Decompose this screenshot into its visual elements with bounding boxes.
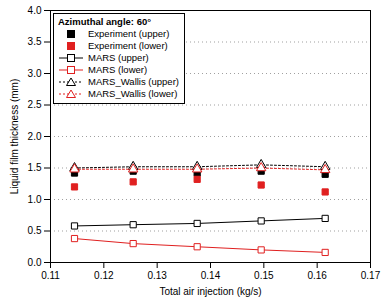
html-text:Azimuthal angle: 60°: Azimuthal angle: 60°: [58, 16, 151, 27]
svg-text:0.16: 0.16: [307, 270, 327, 281]
svg-text:3.5: 3.5: [28, 36, 42, 47]
html-text:Experiment (lower): Experiment (lower): [88, 40, 168, 51]
html-text:MARS_Wallis (upper): MARS_Wallis (upper): [88, 76, 179, 87]
svg-text:0.17: 0.17: [361, 270, 381, 281]
svg-text:0.11: 0.11: [41, 270, 60, 281]
svg-text:2.5: 2.5: [28, 99, 42, 110]
html-text:MARS_Wallis (lower): MARS_Wallis (lower): [88, 88, 178, 99]
svg-text:0.13: 0.13: [147, 270, 167, 281]
svg-text:0.14: 0.14: [201, 270, 221, 281]
svg-text:0.12: 0.12: [94, 270, 114, 281]
svg-text:2.0: 2.0: [28, 131, 42, 142]
svg-text:0.5: 0.5: [28, 225, 42, 236]
html-text:MARS (upper): MARS (upper): [88, 52, 149, 63]
html-text:Experiment (upper): Experiment (upper): [88, 28, 170, 39]
svg-text:Liquid film thickness (mm): Liquid film thickness (mm): [9, 79, 20, 195]
svg-text:0.15: 0.15: [254, 270, 274, 281]
html-text:MARS (lower): MARS (lower): [88, 64, 148, 75]
svg-text:0.0: 0.0: [28, 257, 42, 268]
svg-text:1.5: 1.5: [28, 162, 42, 173]
svg-text:1.0: 1.0: [28, 194, 42, 205]
svg-text:3.0: 3.0: [28, 68, 42, 79]
svg-text:Total air injection (kg/s): Total air injection (kg/s): [159, 286, 261, 297]
svg-text:4.0: 4.0: [28, 5, 42, 16]
